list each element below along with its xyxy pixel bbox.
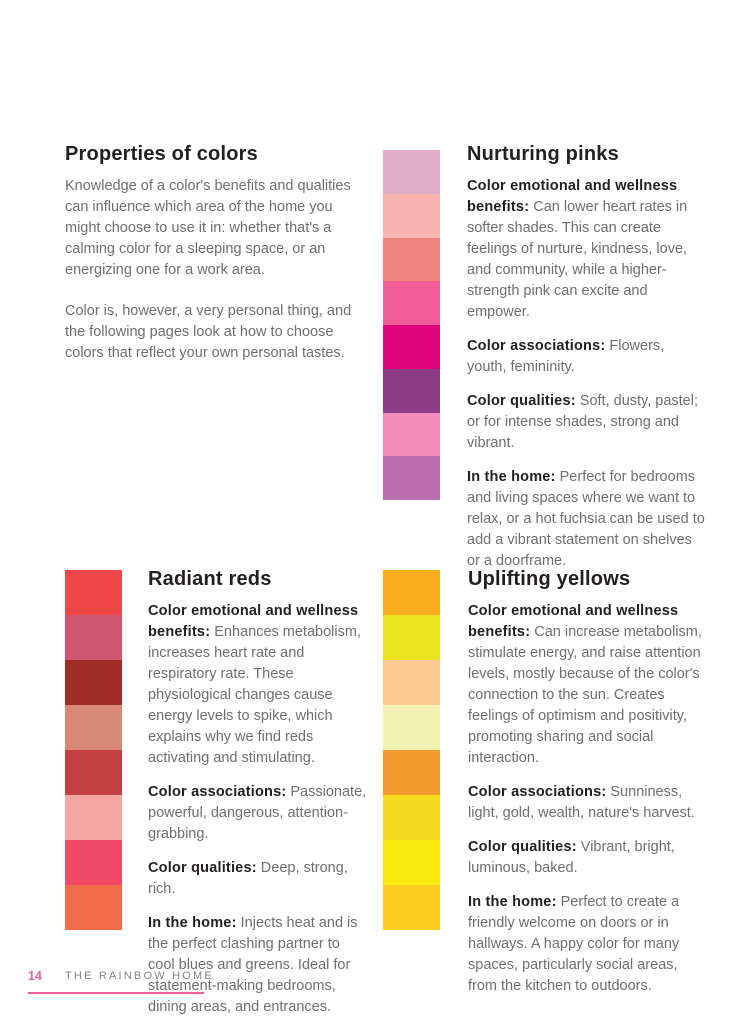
entry-associations: Color associations: Sunniness, light, go…	[468, 784, 695, 822]
entry-in-the-home: In the home: Perfect for bedrooms and li…	[467, 469, 705, 570]
yellow-swatch	[383, 615, 440, 660]
pink-swatch	[383, 193, 440, 238]
section-reds: Radiant reds Color emotional and wellnes…	[148, 568, 368, 1031]
section-title-yellows: Uplifting yellows	[468, 568, 631, 590]
footer-book-title: THE RAINBOW HOME	[65, 970, 214, 982]
yellow-swatch	[383, 885, 440, 930]
pink-swatch	[383, 325, 440, 369]
pink-swatch	[383, 237, 440, 282]
entry-benefits: Color emotional and wellness benefits: E…	[148, 603, 361, 767]
intro-paragraph: Knowledge of a color's benefits and qual…	[65, 178, 351, 279]
intro-paragraph: Color is, however, a very personal thing…	[65, 303, 352, 362]
entry-in-the-home: In the home: Injects heat and is the per…	[148, 915, 358, 1016]
yellow-swatch	[383, 660, 440, 705]
pink-swatch	[383, 368, 440, 413]
pink-swatch	[383, 456, 440, 500]
pink-swatch	[383, 150, 440, 194]
yellow-swatch-column	[383, 570, 440, 930]
entry-benefits: Color emotional and wellness benefits: C…	[468, 603, 702, 767]
entry-qualities: Color qualities: Soft, dusty, pastel; or…	[467, 393, 698, 452]
red-swatch-column	[65, 570, 122, 930]
pink-swatch-column	[383, 150, 440, 500]
yellow-swatch	[383, 570, 440, 615]
red-swatch	[65, 750, 122, 795]
section-title-pinks: Nurturing pinks	[467, 143, 619, 165]
red-swatch	[65, 615, 122, 660]
pink-swatch	[383, 412, 440, 457]
entry-qualities: Color qualities: Deep, strong, rich.	[148, 860, 348, 898]
footer-rule	[28, 992, 204, 994]
red-swatch	[65, 705, 122, 750]
section-pinks: Nurturing pinks Color emotional and well…	[467, 143, 705, 585]
red-swatch	[65, 885, 122, 930]
yellow-swatch	[383, 750, 440, 795]
red-swatch	[65, 660, 122, 705]
red-swatch	[65, 795, 122, 840]
intro-block: Properties of colors Knowledge of a colo…	[65, 143, 365, 384]
section-title-reds: Radiant reds	[148, 568, 272, 590]
yellow-swatch	[383, 840, 440, 885]
entry-benefits: Color emotional and wellness benefits: C…	[467, 178, 688, 321]
pink-swatch	[383, 281, 440, 325]
red-swatch	[65, 840, 122, 885]
red-swatch	[65, 570, 122, 615]
entry-associations: Color associations: Flowers, youth, femi…	[467, 338, 665, 376]
entry-qualities: Color qualities: Vibrant, bright, lumino…	[468, 839, 675, 877]
page-number: 14	[28, 969, 42, 983]
section-yellows: Uplifting yellows Color emotional and we…	[468, 568, 706, 1010]
yellow-swatch	[383, 795, 440, 840]
entry-associations: Color associations: Passionate, powerful…	[148, 784, 367, 843]
entry-in-the-home: In the home: Perfect to create a friendl…	[468, 894, 680, 995]
page-title: Properties of colors	[65, 143, 258, 165]
yellow-swatch	[383, 705, 440, 750]
